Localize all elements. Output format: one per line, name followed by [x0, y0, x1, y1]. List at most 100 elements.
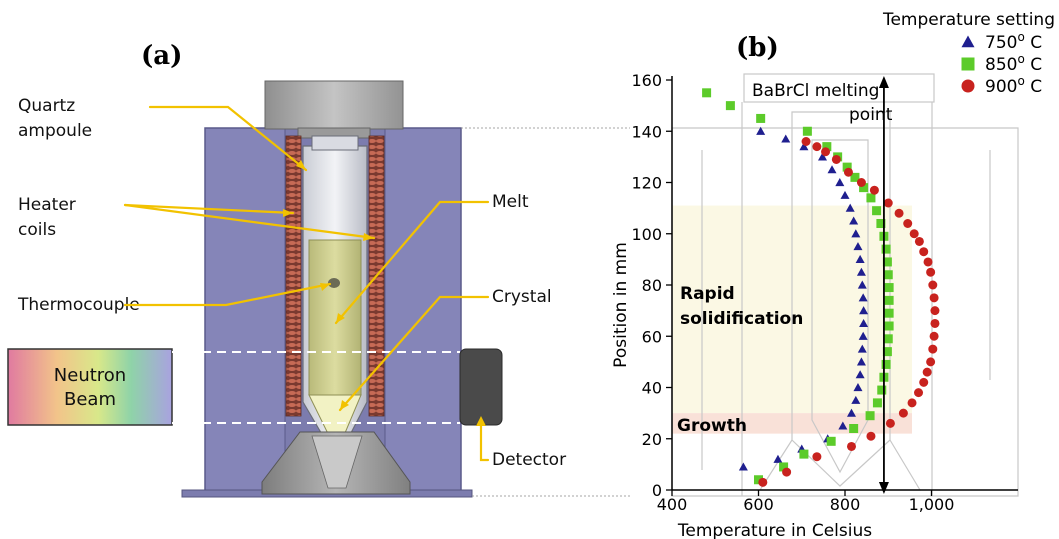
data-point-circle: [919, 247, 929, 257]
data-point-circle: [922, 367, 932, 377]
data-point-triangle: [849, 216, 859, 225]
data-point-circle: [928, 344, 938, 354]
data-point-circle: [926, 267, 936, 277]
data-point-triangle: [773, 454, 783, 463]
melting-point-label-line1: BaBrCl melting: [752, 81, 879, 101]
data-point-triangle: [845, 203, 855, 212]
data-point-circle: [930, 306, 940, 316]
quartz-label-line2: ampoule: [18, 121, 92, 141]
data-point-square: [876, 219, 886, 228]
data-point-square: [884, 283, 894, 293]
crystal-label: Crystal: [492, 287, 552, 307]
data-point-circle: [846, 441, 856, 451]
legend-label-850: 850o C: [985, 52, 1042, 75]
data-point-circle: [903, 219, 913, 228]
data-point-triangle: [738, 462, 748, 471]
growth-label: Growth: [677, 416, 747, 436]
data-point-square: [842, 162, 852, 172]
panel-b-label: (b): [736, 33, 779, 63]
y-tick-label: 60: [642, 327, 662, 346]
data-point-triangle: [853, 383, 863, 392]
data-point-square: [756, 113, 766, 123]
data-point-square: [872, 206, 882, 216]
data-points: [702, 88, 940, 487]
data-point-square: [865, 411, 875, 421]
data-point-triangle: [799, 142, 809, 151]
data-point-triangle: [851, 229, 861, 238]
thermocouple-arrowhead: [320, 283, 330, 291]
data-point-triangle: [846, 408, 856, 417]
legend-label-900: 900o C: [985, 74, 1042, 97]
heater-coil-left: [285, 135, 302, 417]
detector-label: Detector: [492, 450, 566, 470]
data-point-circle: [907, 398, 917, 408]
x-tick-label: 800: [830, 495, 861, 514]
data-point-circle: [856, 178, 866, 187]
data-point-square: [702, 88, 712, 98]
data-point-triangle: [853, 242, 863, 251]
ampoule-lid: [311, 135, 359, 151]
x-tick-label: 400: [657, 495, 688, 514]
callout-arrowheads: [283, 160, 486, 426]
data-point-triangle: [756, 126, 766, 135]
data-point-triangle: [859, 306, 869, 315]
data-point-triangle: [835, 178, 845, 187]
data-point-circle: [894, 208, 904, 218]
data-point-square: [866, 193, 876, 203]
data-point-triangle: [851, 395, 861, 404]
data-point-square: [884, 308, 894, 318]
data-point-circle: [883, 198, 893, 208]
data-point-triangle: [838, 421, 848, 430]
data-point-square: [872, 398, 882, 408]
overlay-tube-outer: [791, 111, 891, 487]
data-point-circle: [843, 167, 853, 177]
data-point-square: [849, 424, 859, 433]
melting-point-label-line2: point: [849, 105, 893, 125]
melting-point-arrowhead-bottom: [878, 482, 889, 494]
quartz-callout: [148, 105, 308, 172]
y-tick-label: 20: [642, 430, 662, 449]
data-point-circle: [923, 257, 933, 267]
data-point-circle: [919, 377, 929, 387]
data-point-triangle: [856, 267, 866, 276]
data-point-square: [877, 385, 887, 395]
top-cap: [264, 80, 404, 130]
thermocouple-label: Thermocouple: [17, 295, 140, 315]
melt-arrowhead: [336, 313, 345, 323]
data-point-square: [881, 244, 891, 254]
data-point-circle: [929, 293, 939, 303]
data-point-circle: [930, 318, 940, 328]
data-point-circle: [926, 357, 936, 367]
rapid-solidification-label-line2: solidification: [680, 309, 803, 329]
beam-label-line1: Neutron: [54, 365, 126, 386]
y-tick-label: 40: [642, 379, 662, 398]
data-point-circle: [909, 229, 919, 239]
data-point-square: [802, 126, 812, 136]
x-tick-label: 600: [743, 495, 774, 514]
panel-a-label: (a): [141, 41, 182, 71]
data-point-triangle: [827, 165, 837, 174]
thermocouple-tip: [328, 278, 340, 288]
data-point-circle: [801, 137, 811, 146]
data-point-square: [826, 436, 836, 446]
data-point-triangle: [858, 331, 868, 340]
y-tick-label: 120: [631, 174, 662, 193]
data-point-circle: [831, 154, 841, 164]
data-point-circle: [929, 331, 939, 341]
data-point-circle: [821, 147, 831, 157]
data-point-circle: [914, 388, 924, 398]
panel-a: (a) Neutron Beam: [7, 41, 630, 498]
data-point-square: [884, 321, 894, 331]
data-point-triangle: [855, 254, 865, 263]
data-point-circle: [758, 477, 768, 487]
data-point-triangle: [857, 344, 867, 353]
data-point-triangle: [858, 293, 868, 302]
data-point-circle: [782, 467, 792, 477]
x-tick-label: 1,000: [909, 495, 955, 514]
data-point-square: [725, 101, 735, 111]
data-point-square: [859, 183, 869, 193]
detector-callout: [479, 418, 490, 462]
x-axis-title: Temperature in Celsius: [677, 521, 872, 539]
callout-lines: [123, 105, 490, 462]
